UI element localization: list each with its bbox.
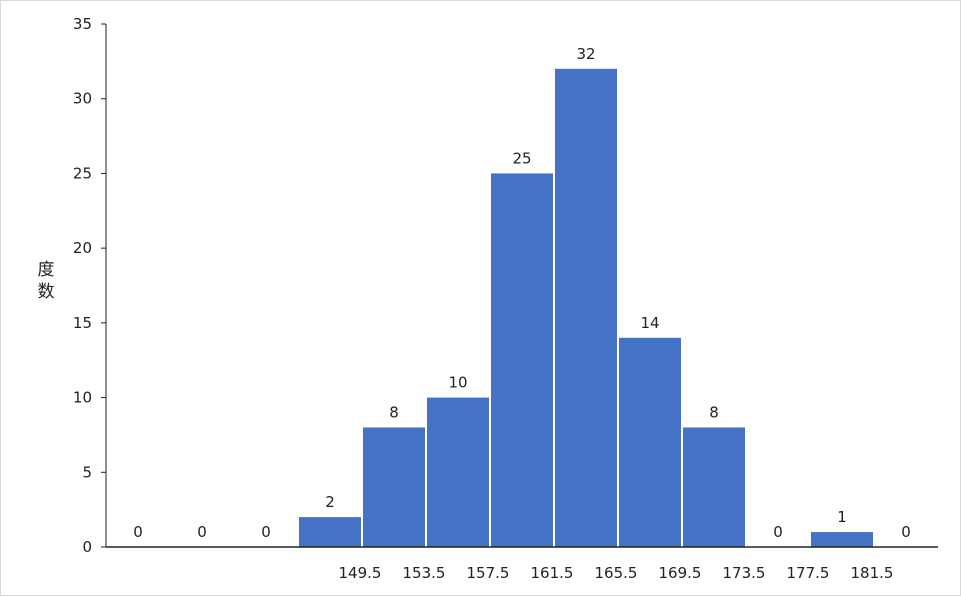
x-tick-label-2: 157.5 (467, 564, 510, 582)
bar-7 (555, 68, 617, 547)
bar-4 (363, 427, 425, 547)
x-tick-label-6: 173.5 (723, 564, 766, 582)
y-tick-label-15: 15 (73, 314, 92, 332)
data-label-11: 1 (837, 508, 847, 526)
data-label-10: 0 (773, 523, 783, 541)
y-axis-title: 度数 (37, 260, 55, 302)
data-label-0: 0 (133, 523, 143, 541)
data-label-4: 8 (389, 403, 399, 421)
data-label-8: 14 (640, 314, 659, 332)
bar-6 (491, 173, 553, 547)
data-label-6: 25 (512, 149, 531, 167)
x-tick-label-3: 161.5 (531, 564, 574, 582)
data-label-3: 2 (325, 493, 335, 511)
y-tick-label-35: 35 (73, 15, 92, 33)
x-tick-label-7: 177.5 (787, 564, 830, 582)
x-tick-label-8: 181.5 (851, 564, 894, 582)
data-label-2: 0 (261, 523, 271, 541)
x-tick-label-4: 165.5 (595, 564, 638, 582)
y-tick-label-30: 30 (73, 90, 92, 108)
y-tick-label-10: 10 (73, 389, 92, 407)
data-label-12: 0 (901, 523, 911, 541)
y-tick-label-5: 5 (82, 463, 92, 481)
data-label-7: 32 (576, 45, 595, 63)
data-label-9: 8 (709, 403, 719, 421)
data-label-1: 0 (197, 523, 207, 541)
bar-3 (299, 517, 361, 547)
bar-11 (811, 532, 873, 547)
bar-9 (683, 427, 745, 547)
x-tick-label-1: 153.5 (403, 564, 446, 582)
bar-8 (619, 337, 681, 547)
x-tick-label-5: 169.5 (659, 564, 702, 582)
bar-5 (427, 397, 489, 547)
y-tick-label-0: 0 (82, 538, 92, 556)
x-tick-label-0: 149.5 (339, 564, 382, 582)
y-tick-label-20: 20 (73, 239, 92, 257)
y-tick-label-25: 25 (73, 164, 92, 182)
data-label-5: 10 (448, 374, 467, 392)
